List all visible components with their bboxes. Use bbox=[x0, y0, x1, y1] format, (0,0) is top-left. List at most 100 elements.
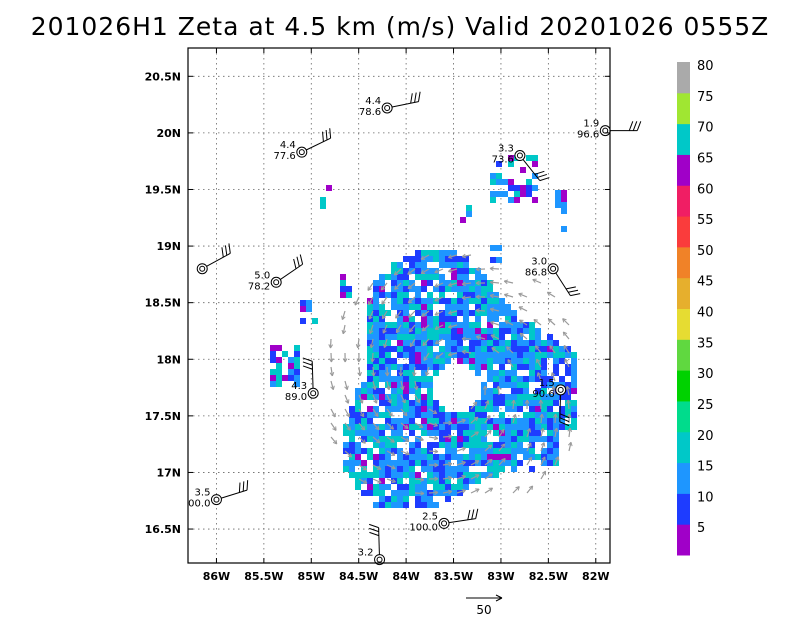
flow-vector-head bbox=[415, 398, 421, 404]
field-cell bbox=[403, 340, 409, 346]
field-cell bbox=[427, 310, 433, 316]
field-cell bbox=[463, 484, 469, 490]
flow-vector-head bbox=[447, 324, 453, 329]
flow-vector-head bbox=[407, 284, 412, 290]
field-cell bbox=[475, 436, 481, 442]
x-tick-label: 83.5W bbox=[434, 570, 473, 583]
field-cell bbox=[451, 328, 457, 334]
field-cell bbox=[499, 352, 505, 358]
field-cell bbox=[367, 310, 373, 316]
field-cell bbox=[367, 484, 373, 490]
field-cell bbox=[469, 442, 475, 448]
field-cell bbox=[547, 376, 553, 382]
field-cell bbox=[487, 340, 493, 346]
field-cell bbox=[320, 197, 326, 203]
station-label-bottom: 89.0 bbox=[285, 392, 307, 403]
field-cell bbox=[415, 394, 421, 400]
field-cell bbox=[547, 460, 553, 466]
field-cell bbox=[493, 298, 499, 304]
field-cell bbox=[445, 304, 451, 310]
flow-vector bbox=[330, 380, 334, 390]
flow-vector bbox=[448, 282, 458, 287]
field-cell bbox=[421, 460, 427, 466]
wind-barb-feather bbox=[302, 365, 313, 370]
flow-vector-head bbox=[547, 318, 553, 323]
flow-vector-head bbox=[549, 345, 554, 350]
field-cell bbox=[415, 250, 421, 256]
field-cell bbox=[511, 352, 517, 358]
field-cell bbox=[451, 484, 457, 490]
field-cell bbox=[481, 460, 487, 466]
field-cell bbox=[547, 436, 553, 442]
flow-vector-head bbox=[489, 307, 495, 312]
flow-vector-head bbox=[475, 474, 480, 479]
field-cell bbox=[427, 478, 433, 484]
flow-vector bbox=[407, 282, 416, 290]
flow-vector bbox=[484, 444, 493, 452]
field-cell bbox=[439, 334, 445, 340]
field-cell bbox=[457, 310, 463, 316]
field-cell bbox=[433, 328, 439, 334]
field-cell bbox=[514, 191, 520, 197]
flow-vector bbox=[386, 422, 394, 430]
field-cell bbox=[541, 358, 547, 364]
field-cell bbox=[409, 406, 415, 412]
field-cell bbox=[355, 484, 361, 490]
flow-vector bbox=[395, 310, 402, 319]
field-cell bbox=[445, 460, 451, 466]
field-cell bbox=[535, 388, 541, 394]
field-cell bbox=[469, 436, 475, 442]
field-cell bbox=[367, 436, 373, 442]
field-cell bbox=[397, 352, 403, 358]
flow-vector-head bbox=[475, 488, 480, 493]
field-cell bbox=[493, 394, 499, 400]
flow-vector-head bbox=[420, 490, 425, 496]
flow-vector-head bbox=[474, 460, 480, 465]
field-cell bbox=[517, 340, 523, 346]
field-cell bbox=[463, 262, 469, 268]
field-cell bbox=[403, 304, 409, 310]
field-cell bbox=[439, 454, 445, 460]
field-cell bbox=[451, 352, 457, 358]
flow-vector-head bbox=[404, 424, 409, 429]
flow-vector bbox=[506, 346, 514, 354]
field-cell bbox=[379, 478, 385, 484]
flow-vector-head bbox=[369, 343, 375, 349]
colorbar-label: 60 bbox=[697, 182, 714, 197]
flow-vector-head bbox=[512, 413, 517, 419]
field-cell bbox=[451, 274, 457, 280]
field-cell bbox=[373, 316, 379, 322]
field-cell bbox=[529, 424, 535, 430]
field-cell bbox=[535, 364, 541, 370]
field-cell bbox=[547, 418, 553, 424]
field-cell bbox=[340, 274, 346, 280]
field-cell bbox=[499, 298, 505, 304]
field-cell bbox=[475, 358, 481, 364]
field-cell bbox=[529, 352, 535, 358]
flow-vector bbox=[372, 380, 376, 390]
field-cell bbox=[505, 322, 511, 328]
field-cell bbox=[433, 484, 439, 490]
flow-vector bbox=[358, 464, 367, 471]
field-cell bbox=[487, 310, 493, 316]
field-cell bbox=[493, 352, 499, 358]
field-cell bbox=[367, 334, 373, 340]
field-cell bbox=[520, 167, 526, 173]
field-cell bbox=[535, 424, 541, 430]
field-cell bbox=[379, 376, 385, 382]
field-cell bbox=[565, 352, 571, 358]
field-cell bbox=[367, 376, 373, 382]
field-cell bbox=[379, 442, 385, 448]
field-cell bbox=[409, 442, 415, 448]
field-cell bbox=[391, 328, 397, 334]
field-cell bbox=[499, 304, 505, 310]
field-cell bbox=[523, 352, 529, 358]
field-cell bbox=[427, 502, 433, 508]
flow-vector bbox=[414, 436, 424, 441]
field-cell bbox=[463, 334, 469, 340]
field-cell bbox=[427, 454, 433, 460]
axis-ticks: 86W 85.5W 85W 84.5W 84W 83.5W 83W 82.5W 82W16.5N… bbox=[145, 48, 610, 583]
field-cell bbox=[403, 292, 409, 298]
field-cell bbox=[475, 412, 481, 418]
field-cell bbox=[391, 358, 397, 364]
